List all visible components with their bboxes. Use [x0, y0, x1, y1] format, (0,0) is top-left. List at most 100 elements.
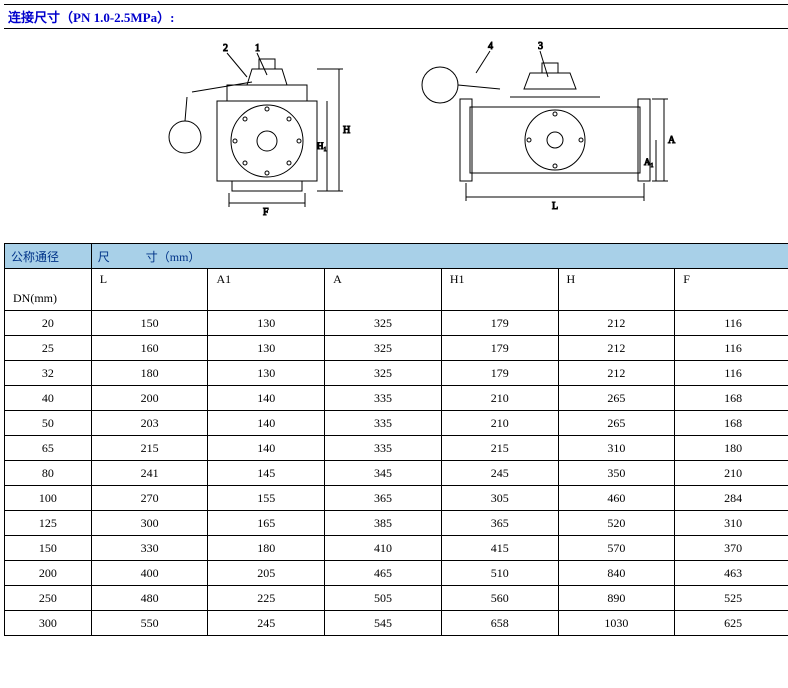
- callout-3-label: 3: [538, 41, 543, 52]
- table-cell-dn: 250: [5, 586, 92, 611]
- table-cell-a1: 140: [208, 411, 325, 436]
- table-cell-dn: 80: [5, 461, 92, 486]
- table-cell-h: 212: [558, 336, 675, 361]
- table-cell-a1: 245: [208, 611, 325, 636]
- table-cell-dn: 200: [5, 561, 92, 586]
- diagram-right: 4 3: [380, 37, 680, 227]
- table-cell-a: 325: [325, 361, 442, 386]
- callout-4-label: 4: [488, 41, 493, 52]
- diagram-left: 2 1: [117, 37, 377, 227]
- table-cell-l: 270: [91, 486, 208, 511]
- table-cell-a1: 205: [208, 561, 325, 586]
- dim-l-label: L: [552, 201, 558, 212]
- table-row: 200400205465510840463: [5, 561, 788, 586]
- table-cell-a: 335: [325, 436, 442, 461]
- callout-2-label: 2: [223, 43, 228, 54]
- table-cell-f: 625: [675, 611, 788, 636]
- table-cell-a1: 130: [208, 311, 325, 336]
- subheader-h1: H1: [441, 269, 558, 311]
- table-cell-l: 241: [91, 461, 208, 486]
- table-cell-a1: 155: [208, 486, 325, 511]
- table-cell-l: 150: [91, 311, 208, 336]
- table-cell-h: 890: [558, 586, 675, 611]
- table-row: 3005502455456581030625: [5, 611, 788, 636]
- table-cell-h: 840: [558, 561, 675, 586]
- table-cell-h1: 210: [441, 386, 558, 411]
- table-row: 125300165385365520310: [5, 511, 788, 536]
- table-row: 250480225505560890525: [5, 586, 788, 611]
- table-row: 50203140335210265168: [5, 411, 788, 436]
- table-cell-h1: 560: [441, 586, 558, 611]
- table-cell-dn: 40: [5, 386, 92, 411]
- table-cell-a: 335: [325, 386, 442, 411]
- table-cell-h: 520: [558, 511, 675, 536]
- sub-header-row: DN(mm) L A1 A H1 H F: [5, 269, 788, 311]
- table-row: 20150130325179212116: [5, 311, 788, 336]
- table-cell-f: 284: [675, 486, 788, 511]
- table-cell-dn: 25: [5, 336, 92, 361]
- table-cell-a1: 130: [208, 361, 325, 386]
- table-cell-dn: 50: [5, 411, 92, 436]
- subheader-a1: A1: [208, 269, 325, 311]
- table-cell-f: 210: [675, 461, 788, 486]
- table-cell-l: 300: [91, 511, 208, 536]
- table-cell-a: 345: [325, 461, 442, 486]
- table-cell-h: 212: [558, 361, 675, 386]
- table-cell-a: 505: [325, 586, 442, 611]
- table-cell-a: 335: [325, 411, 442, 436]
- table-cell-h1: 510: [441, 561, 558, 586]
- table-cell-h: 212: [558, 311, 675, 336]
- table-cell-h: 265: [558, 411, 675, 436]
- table-cell-h: 460: [558, 486, 675, 511]
- subheader-h: H: [558, 269, 675, 311]
- table-cell-l: 330: [91, 536, 208, 561]
- table-row: 32180130325179212116: [5, 361, 788, 386]
- table-cell-h: 350: [558, 461, 675, 486]
- table-cell-l: 215: [91, 436, 208, 461]
- diagram-area: 2 1: [4, 29, 788, 239]
- table-row: 150330180410415570370: [5, 536, 788, 561]
- page-title: 连接尺寸（PN 1.0-2.5MPa）:: [4, 4, 788, 29]
- table-cell-a: 465: [325, 561, 442, 586]
- table-row: 25160130325179212116: [5, 336, 788, 361]
- table-cell-l: 160: [91, 336, 208, 361]
- table-cell-dn: 20: [5, 311, 92, 336]
- table-cell-a1: 145: [208, 461, 325, 486]
- table-cell-f: 168: [675, 411, 788, 436]
- table-cell-h1: 365: [441, 511, 558, 536]
- header-dn: 公称通径: [5, 244, 92, 269]
- table-cell-l: 480: [91, 586, 208, 611]
- table-cell-l: 550: [91, 611, 208, 636]
- table-cell-dn: 300: [5, 611, 92, 636]
- subheader-f: F: [675, 269, 788, 311]
- table-cell-h: 310: [558, 436, 675, 461]
- table-cell-a1: 165: [208, 511, 325, 536]
- dim-h-label: H: [343, 125, 350, 136]
- table-cell-a: 410: [325, 536, 442, 561]
- table-cell-l: 203: [91, 411, 208, 436]
- subheader-l: L: [91, 269, 208, 311]
- table-cell-a1: 140: [208, 386, 325, 411]
- dimension-table: 公称通径 尺 寸（mm） DN(mm) L A1 A H1 H F 201501…: [4, 243, 788, 636]
- table-cell-h: 570: [558, 536, 675, 561]
- table-cell-h: 1030: [558, 611, 675, 636]
- table-cell-a: 545: [325, 611, 442, 636]
- table-cell-f: 168: [675, 386, 788, 411]
- table-cell-a: 325: [325, 311, 442, 336]
- table-cell-dn: 125: [5, 511, 92, 536]
- table-cell-dn: 150: [5, 536, 92, 561]
- table-cell-h1: 658: [441, 611, 558, 636]
- table-cell-dn: 100: [5, 486, 92, 511]
- table-cell-f: 463: [675, 561, 788, 586]
- table-cell-a1: 140: [208, 436, 325, 461]
- table-cell-a1: 130: [208, 336, 325, 361]
- table-cell-l: 180: [91, 361, 208, 386]
- table-cell-f: 525: [675, 586, 788, 611]
- table-cell-f: 370: [675, 536, 788, 561]
- dim-a1-label: A₁: [644, 157, 654, 167]
- table-row: 80241145345245350210: [5, 461, 788, 486]
- table-cell-f: 310: [675, 511, 788, 536]
- dim-h1-label: H₁: [317, 141, 327, 151]
- table-cell-a: 325: [325, 336, 442, 361]
- table-row: 100270155365305460284: [5, 486, 788, 511]
